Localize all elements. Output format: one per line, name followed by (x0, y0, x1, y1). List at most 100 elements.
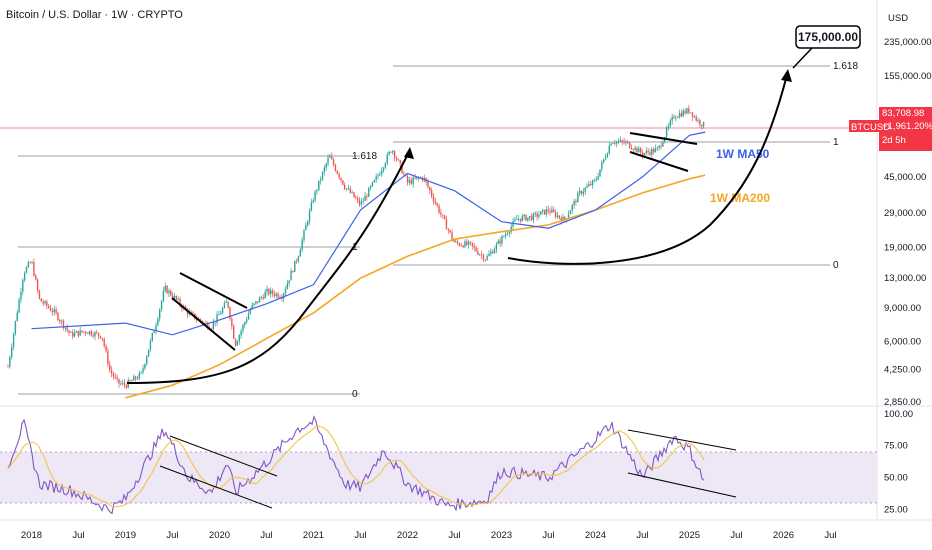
candle-body (292, 270, 294, 272)
candle-body (332, 159, 335, 166)
candle-body (458, 243, 461, 246)
price-tag-bg (879, 107, 932, 151)
candle-body (691, 112, 694, 118)
candle-body (49, 307, 52, 311)
candle-body (414, 177, 416, 179)
rsi-axis[interactable]: 100.00 75.00 50.00 25.00 (884, 409, 913, 516)
price-tick: 13,000.00 (884, 273, 926, 284)
flag2-upper (629, 132, 698, 145)
candle-body (360, 201, 363, 205)
candle-body (366, 195, 368, 197)
candle-body (314, 191, 316, 201)
candle-body (584, 187, 586, 192)
candle-body (384, 163, 387, 168)
time-tick: 2022 (397, 530, 418, 541)
candle-body (249, 309, 252, 314)
candle-body (66, 327, 68, 331)
candle-body (301, 239, 303, 250)
candle-body (275, 293, 277, 296)
candle-body (482, 255, 485, 260)
candle-body (349, 188, 351, 193)
candle-body (634, 147, 636, 151)
candle-body (342, 180, 344, 185)
candle-body (55, 309, 57, 313)
candle-body (575, 200, 577, 203)
candle-body (484, 259, 486, 261)
rsi-channel2-lower (627, 472, 737, 498)
target-connector (792, 47, 813, 69)
time-tick: 2019 (115, 530, 136, 541)
candle-body (443, 215, 446, 220)
candle-body (51, 310, 54, 313)
candle-body (619, 140, 622, 142)
candle-body (151, 333, 153, 341)
candle-body (238, 335, 240, 342)
candle-body (593, 179, 596, 181)
rsi-channel2-upper (627, 429, 737, 451)
candle-body (97, 332, 100, 336)
candle-body (303, 230, 305, 240)
candle-body (310, 202, 313, 211)
fib2-label-1: 1 (833, 137, 839, 148)
current-price-tag: BTCUSD 83,708.98 +1,961.20% 2d 5h (849, 107, 932, 151)
candle-body (460, 245, 462, 247)
candle-body (29, 262, 31, 264)
candle-body (686, 108, 688, 114)
candle-body (316, 190, 318, 192)
time-axis[interactable]: 2018 Jul 2019 Jul 2020 Jul 2021 Jul 2022 Jul 2023 J… (21, 530, 837, 541)
candle-body (554, 211, 557, 217)
candle-body (588, 184, 590, 187)
candle-body (429, 187, 431, 191)
candle-body (432, 196, 435, 202)
time-tick: Jul (730, 530, 742, 541)
candle-body (212, 322, 215, 330)
candle-body (323, 167, 326, 173)
candle-body (273, 293, 276, 296)
curve1-arrowhead (404, 147, 414, 159)
candle-body (90, 331, 92, 336)
candle-body (627, 141, 629, 143)
candle-body (697, 120, 699, 121)
candle-body (351, 192, 353, 194)
price-tick: 155,000.00 (884, 71, 932, 82)
candle-body (146, 356, 148, 365)
time-tick: Jul (166, 530, 178, 541)
candle-body (649, 152, 651, 155)
candle-body (615, 141, 618, 144)
candle-body (601, 162, 603, 170)
price-tick: 45,000.00 (884, 172, 926, 183)
candle-body (675, 117, 677, 119)
candle-body (59, 320, 61, 322)
curve2-arrowhead (781, 69, 792, 82)
candle-body (96, 332, 98, 334)
price-tag-symbol: BTCUSD (851, 122, 890, 133)
candle-body (373, 179, 375, 183)
candle-body (645, 150, 647, 154)
candle-body (466, 241, 468, 245)
candle-body (266, 288, 268, 292)
rsi-pane (7, 415, 737, 515)
candle-body (651, 149, 653, 155)
candle-body (377, 175, 379, 177)
candle-body (381, 170, 383, 175)
candle-body (504, 234, 507, 237)
price-axis[interactable]: USD 235,000.00155,000.0095,000.0065,000.… (884, 13, 932, 408)
candle-body (170, 290, 172, 296)
candle-body (214, 322, 216, 324)
candle-body (120, 383, 122, 385)
candle-body (258, 297, 261, 303)
candle-body (680, 113, 683, 117)
rsi-channel1-upper (169, 435, 278, 477)
candle-body (149, 340, 152, 350)
rsi-tick: 25.00 (884, 504, 908, 515)
candle-body (286, 283, 289, 289)
candle-body (427, 181, 429, 188)
candle-body (401, 163, 403, 174)
candle-body (125, 385, 128, 388)
candle-body (36, 279, 39, 291)
price-tick: 9,000.00 (884, 303, 921, 314)
candle-body (456, 241, 459, 244)
candle-body (553, 209, 555, 212)
candle-body (643, 153, 646, 156)
